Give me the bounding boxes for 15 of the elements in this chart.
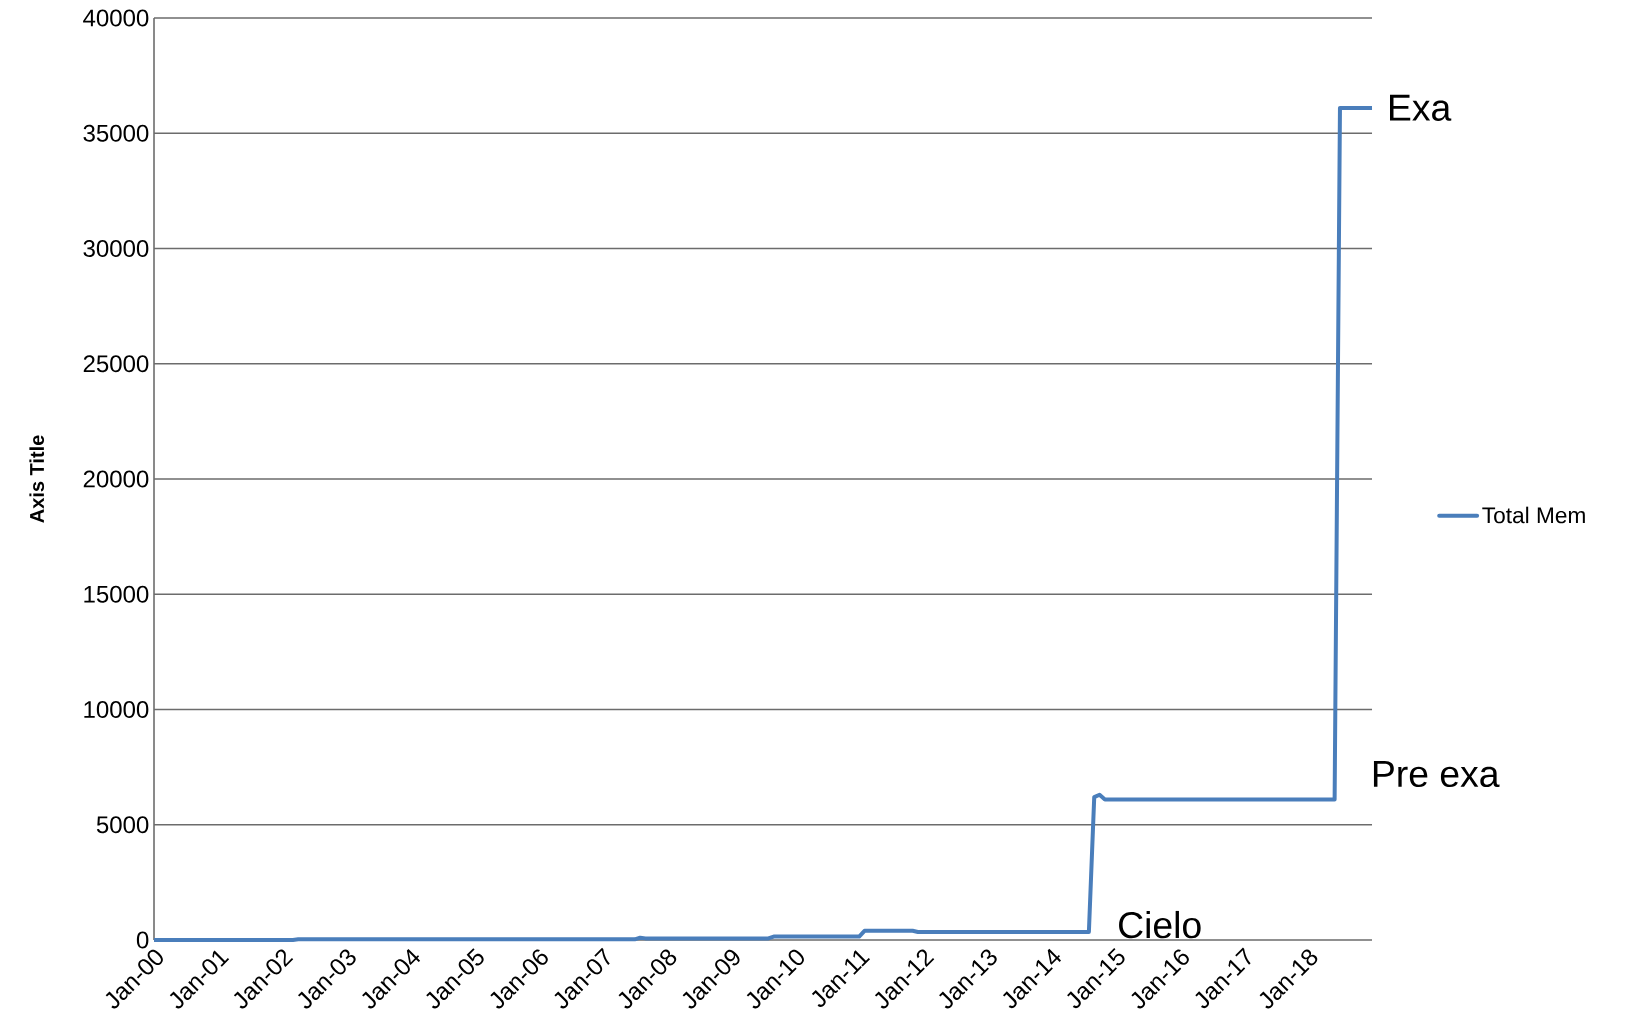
annotation: Exa: [1390, 94, 1452, 121]
y-tick-label: 15000: [84, 585, 149, 603]
y-tick-label: 10000: [84, 700, 149, 718]
annotation: Cielo: [1119, 910, 1201, 939]
y-tick-label: 0: [136, 931, 149, 949]
y-tick-label: 25000: [83, 355, 149, 373]
legend-label: Total Mem: [1482, 506, 1585, 524]
annotation: Pre exa: [1373, 761, 1500, 788]
y-tick-label: 30000: [83, 239, 149, 257]
y-tick-label: 40000: [83, 9, 149, 27]
y-axis-title: Axis Title: [29, 435, 45, 523]
y-tick-label: 5000: [96, 816, 149, 834]
line-series: [152, 105, 1375, 942]
y-tick-label: 20000: [83, 470, 149, 488]
y-tick-label: 35000: [83, 124, 149, 142]
